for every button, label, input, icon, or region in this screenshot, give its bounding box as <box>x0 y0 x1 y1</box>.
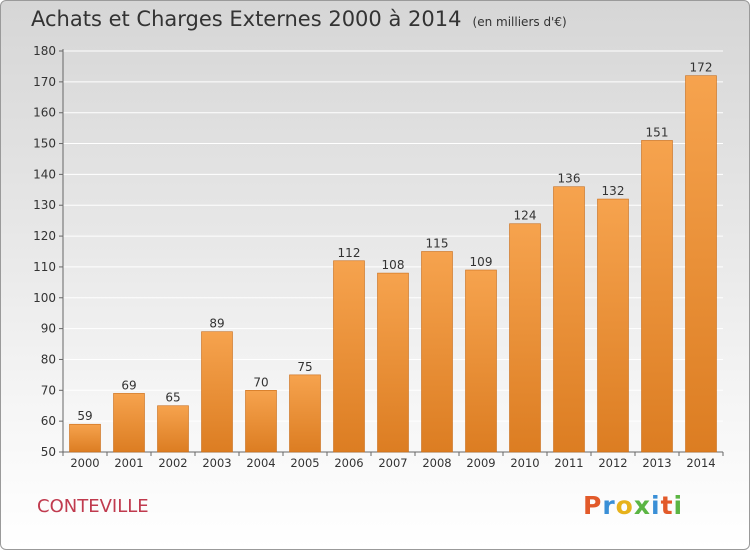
x-tick-label: 2000 <box>70 456 99 470</box>
logo-letter: t <box>660 491 674 520</box>
bars <box>69 75 717 453</box>
x-tick-label: 2001 <box>114 456 143 470</box>
bar-2001 <box>113 393 145 453</box>
data-label-2000: 59 <box>77 409 92 423</box>
x-tick-label: 2011 <box>554 456 583 470</box>
y-tick-label: 130 <box>33 198 56 212</box>
data-label-2011: 136 <box>558 172 581 186</box>
x-tick-label: 2010 <box>510 456 539 470</box>
unit-text: (en milliers d'€) <box>472 15 567 29</box>
bar-2007 <box>377 272 409 453</box>
x-tick-label: 2006 <box>334 456 363 470</box>
y-tick-label: 160 <box>33 106 56 120</box>
bar-2003 <box>201 331 233 453</box>
commune-name: CONTEVILLE <box>37 496 149 517</box>
bar-2012 <box>597 198 629 453</box>
data-label-2006: 112 <box>338 246 361 260</box>
bar-2010 <box>509 223 541 453</box>
y-tick-label: 170 <box>33 75 56 89</box>
bar-2006 <box>333 260 365 453</box>
bar-2008 <box>421 251 453 453</box>
logo-letter: r <box>602 491 616 520</box>
y-tick-label: 120 <box>33 229 56 243</box>
y-tick-label: 70 <box>41 383 56 397</box>
y-tick-label: 180 <box>33 44 56 58</box>
bar-2000 <box>69 423 101 453</box>
data-label-2012: 132 <box>602 184 625 198</box>
bar-2002 <box>157 405 189 453</box>
y-tick-label: 80 <box>41 352 56 366</box>
bar-2014 <box>685 75 717 453</box>
y-tick-label: 60 <box>41 414 56 428</box>
x-tick-label: 2004 <box>246 456 275 470</box>
y-tick-label: 90 <box>41 322 56 336</box>
chart-title: Achats et Charges Externes 2000 à 2014 (… <box>31 7 567 31</box>
x-tick-label: 2003 <box>202 456 231 470</box>
bar-2013 <box>641 140 673 453</box>
logo-letter: o <box>615 491 634 520</box>
y-tick-label: 100 <box>33 291 56 305</box>
data-label-2007: 108 <box>382 258 405 272</box>
data-labels: 59 69 65 89 70 75 112 108 115 109 124 136 132 151 172 <box>77 61 712 424</box>
x-tick-label: 2009 <box>466 456 495 470</box>
x-tick-label: 2007 <box>378 456 407 470</box>
x-tick-label: 2002 <box>158 456 187 470</box>
y-tick-label: 50 <box>41 445 56 459</box>
y-tick-label: 110 <box>33 260 56 274</box>
data-label-2003: 89 <box>209 317 224 331</box>
data-label-2010: 124 <box>514 209 537 223</box>
data-label-2005: 75 <box>297 360 312 374</box>
logo-letter: P <box>583 491 603 520</box>
logo-letter: i <box>673 491 684 520</box>
data-label-2001: 69 <box>121 378 136 392</box>
x-tick-label: 2013 <box>642 456 671 470</box>
logo-letter: x <box>633 491 651 520</box>
bar-2009 <box>465 269 497 453</box>
bar-2011 <box>553 186 585 453</box>
y-tick-label: 140 <box>33 167 56 181</box>
logo-letter: i <box>651 491 661 520</box>
data-label-2008: 115 <box>426 237 449 251</box>
bar-2005 <box>289 374 321 453</box>
data-label-2002: 65 <box>165 391 180 405</box>
data-label-2014: 172 <box>690 61 713 75</box>
data-label-2009: 109 <box>470 255 493 269</box>
title-text: Achats et Charges Externes 2000 à 2014 <box>31 7 462 31</box>
x-tick-label: 2008 <box>422 456 451 470</box>
proxiti-logo: Proxiti <box>583 491 683 520</box>
x-tick-label: 2012 <box>598 456 627 470</box>
data-label-2013: 151 <box>646 125 669 139</box>
bar-2004 <box>245 390 277 453</box>
x-tick-label: 2014 <box>686 456 715 470</box>
y-tick-label: 150 <box>33 137 56 151</box>
data-label-2004: 70 <box>253 375 268 389</box>
x-tick-label: 2005 <box>290 456 319 470</box>
